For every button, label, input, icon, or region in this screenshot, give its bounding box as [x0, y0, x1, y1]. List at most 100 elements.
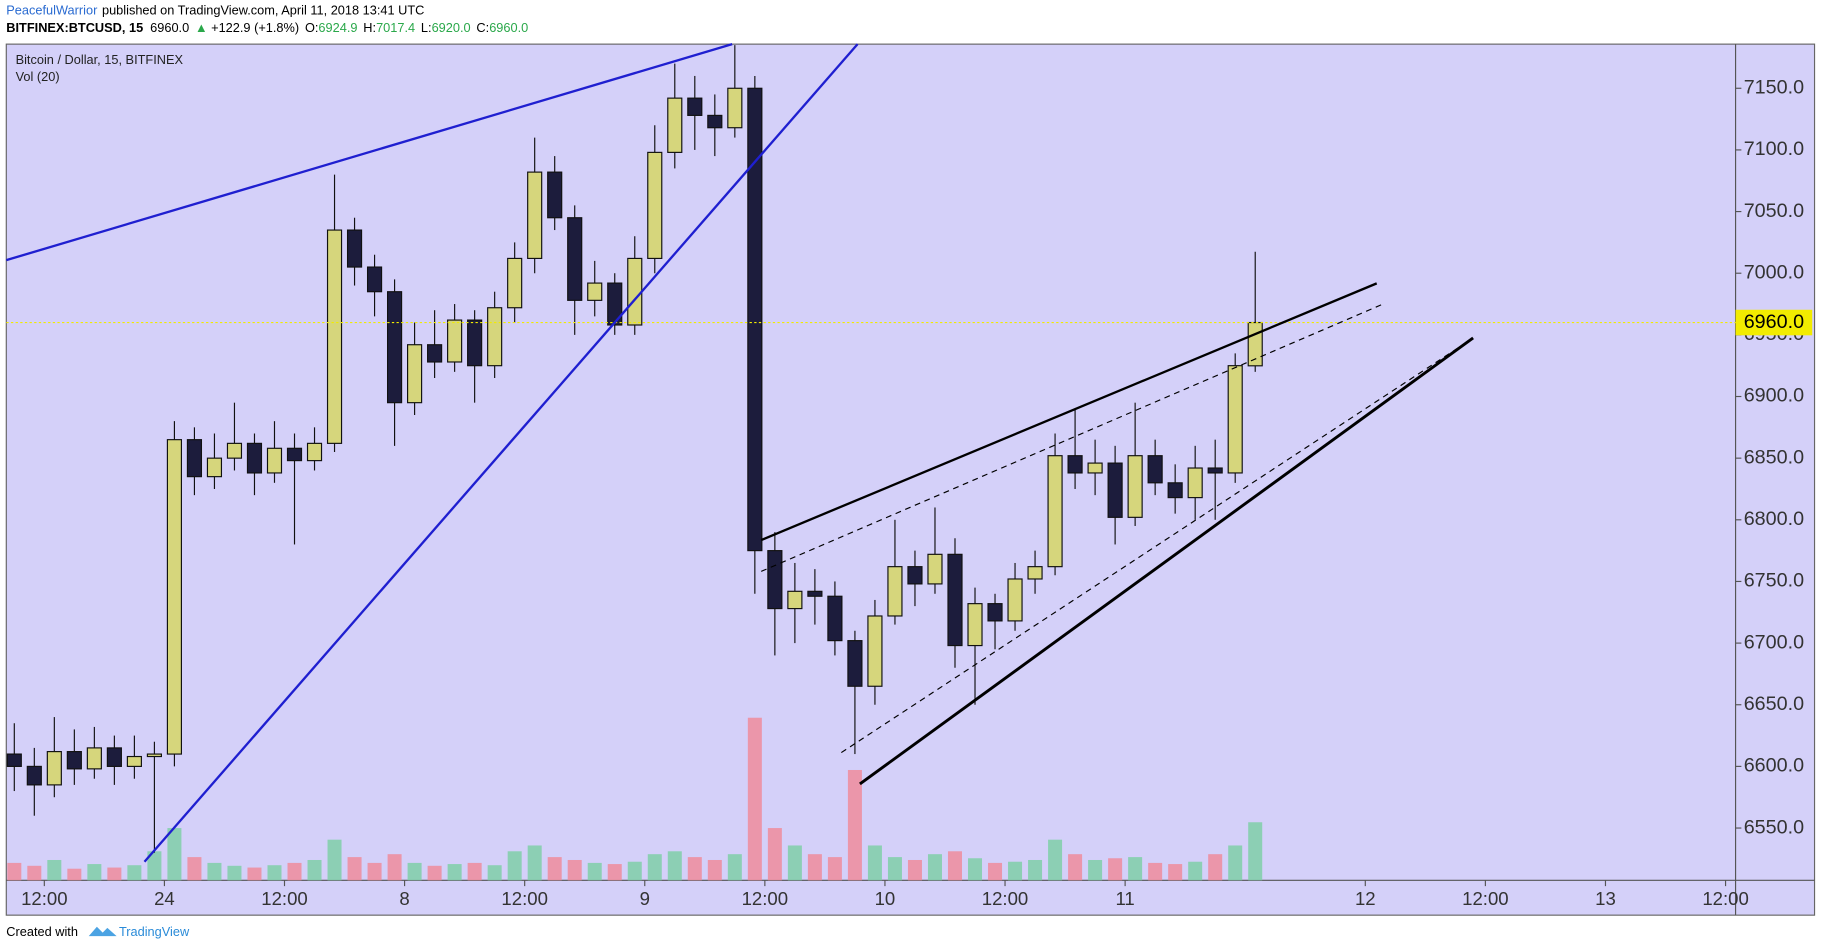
volume-bar [707, 859, 722, 881]
candle-body [567, 217, 583, 301]
volume-bar [7, 862, 22, 881]
change-arrow: ▲ [195, 20, 208, 35]
candle-body [667, 97, 683, 153]
volume-bar [1128, 857, 1143, 881]
volume-bar [627, 861, 642, 881]
volume-bar [647, 854, 662, 881]
candle-body [1087, 462, 1103, 474]
candle-body [166, 439, 183, 755]
volume-bar [767, 828, 782, 881]
volume-bar [807, 854, 822, 881]
x-tick-label: 10 [875, 888, 896, 909]
volume-bar [527, 845, 542, 881]
change: +122.9 (+1.8%) [211, 20, 299, 35]
y-tick-label: 6900.0 [1744, 385, 1804, 407]
volume-bar [847, 769, 862, 881]
volume-bar [968, 858, 983, 881]
x-tick-label: 24 [154, 888, 175, 909]
volume-bar [167, 828, 182, 881]
volume-bar [207, 862, 222, 881]
ohlc-value: 6924.9 [318, 20, 357, 35]
candle-body [867, 615, 883, 687]
candle-body [106, 747, 122, 767]
candle-body [366, 266, 383, 293]
x-tick-label: 12:00 [1462, 888, 1509, 909]
x-tick-label: 12:00 [742, 888, 789, 909]
candle-body [1107, 462, 1123, 518]
candle-body [86, 747, 102, 770]
footer-brand[interactable]: TradingView [119, 924, 190, 939]
plot-background [5, 43, 1816, 916]
y-tick-label: 6800.0 [1744, 508, 1804, 530]
volume-bar [187, 857, 202, 881]
candle-body [767, 550, 783, 610]
candle-body [987, 603, 1003, 622]
author: PeacefulWarrior [6, 3, 98, 18]
x-tick-label: 12:00 [501, 888, 548, 909]
volume-bar [27, 865, 42, 881]
volume-bar [127, 865, 142, 881]
candle-body [1027, 566, 1043, 580]
x-tick-label: 12:00 [1702, 888, 1749, 909]
volume-bar [307, 859, 322, 881]
candle-body [687, 97, 703, 116]
volume-bar [1008, 861, 1023, 881]
candle-body [407, 344, 423, 404]
volume-bar [67, 868, 82, 881]
volume-bar [427, 865, 442, 881]
candle-body [146, 753, 162, 758]
header-line-2: BITFINEX:BTCUSD, 15 6960.0 ▲ +122.9 (+1.8%)… [6, 20, 528, 35]
volume-bar [887, 857, 902, 881]
y-tick-label: 6850.0 [1744, 446, 1804, 468]
volume-bar [147, 851, 162, 881]
candle-body [306, 442, 323, 462]
candle-body [747, 87, 763, 552]
candle-body [226, 442, 243, 459]
candle-body [126, 755, 142, 767]
volume-bar [387, 854, 402, 881]
candle-body [1167, 482, 1183, 499]
volume-bar [267, 865, 282, 881]
candle-body [927, 553, 943, 585]
ohlc-value: 6960.0 [489, 20, 528, 35]
volume-bar [867, 845, 882, 881]
symbol: BITFINEX:BTCUSD, 15 [6, 20, 143, 35]
published: published on TradingView.com, April 11, … [102, 3, 424, 18]
candle-body [587, 282, 603, 301]
volume-bar [1028, 859, 1043, 881]
candle-body [1047, 455, 1063, 568]
candle-body [827, 595, 843, 642]
channel-line [760, 303, 1383, 572]
x-tick-label: 13 [1595, 888, 1616, 909]
trendline [760, 282, 1378, 542]
candle-body [1187, 467, 1203, 499]
volume-bar [947, 851, 963, 881]
trendline [143, 43, 859, 863]
trendline [5, 43, 733, 262]
candle-body [707, 114, 723, 129]
candle-body [487, 307, 503, 367]
volume-bar [367, 862, 382, 881]
y-tick-label: 6700.0 [1744, 631, 1804, 653]
marks: 6550.0 6600.0 6650.0 6700.0 6750.0 6800.0 6850… [6, 45, 1813, 909]
y-tick-label: 6600.0 [1744, 755, 1804, 777]
x-tick-label: 12:00 [21, 888, 68, 909]
candle-body [847, 640, 863, 687]
volume-bar [547, 857, 562, 881]
candle-body [727, 87, 743, 129]
volume-bar [1148, 862, 1163, 881]
volume-bar [667, 851, 682, 881]
volume-bar [1188, 861, 1203, 881]
candle-body [967, 603, 983, 647]
drawings [5, 43, 1474, 863]
y-tick-label: 6650.0 [1744, 693, 1804, 715]
footer-created: Created with [6, 924, 78, 939]
y-tick-label: 6550.0 [1744, 816, 1804, 838]
candle-body [1207, 467, 1223, 474]
volume-bar [727, 854, 742, 881]
candle-body [1007, 578, 1023, 622]
candle-body [26, 765, 42, 786]
volume-bar [567, 859, 582, 881]
candle-body [547, 171, 563, 219]
